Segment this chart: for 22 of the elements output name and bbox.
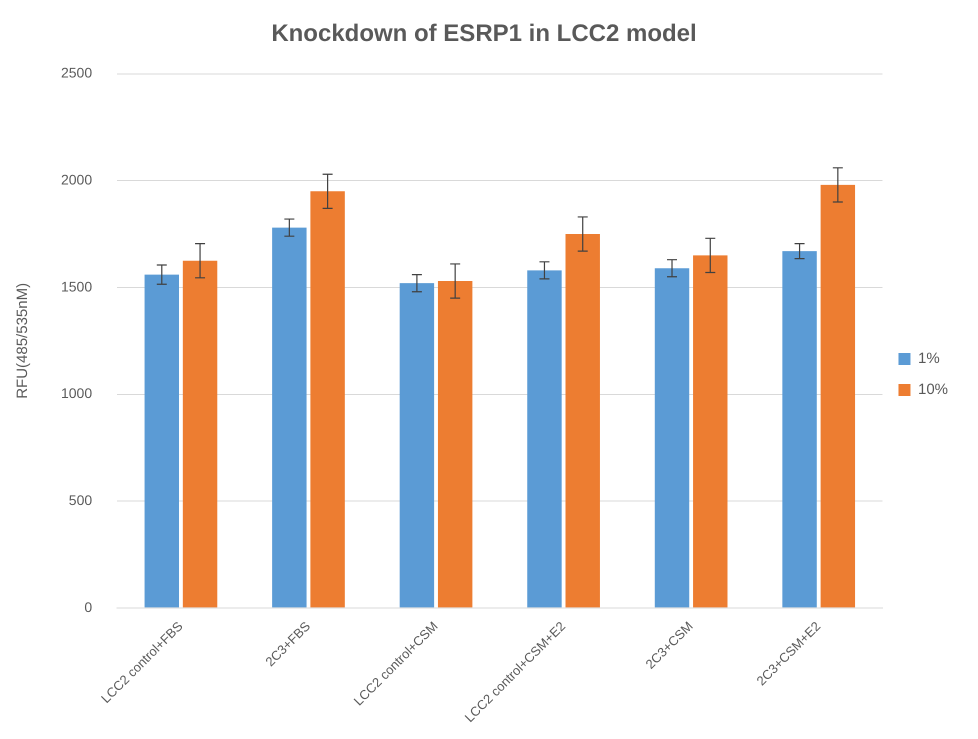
bar	[566, 234, 600, 608]
bar	[144, 274, 180, 608]
y-tick-label: 2000	[60, 171, 92, 188]
y-tick-label: 1500	[60, 278, 92, 294]
y-tick-label: 2500	[60, 64, 92, 81]
chart-title: Knockdown of ESRP1 in LCC2 model	[271, 20, 697, 48]
bar	[182, 260, 218, 608]
y-tick-label: 1000	[60, 385, 92, 402]
y-tick-label: 0	[84, 598, 92, 615]
bar	[400, 283, 434, 608]
bar	[693, 255, 728, 608]
legend-label: 1%	[918, 350, 940, 368]
bar	[310, 191, 345, 608]
y-tick-label: 500	[68, 492, 92, 508]
bar	[527, 270, 562, 608]
y-axis-title: RFU(485/535nM)	[14, 282, 32, 399]
bar	[272, 228, 307, 608]
bar	[820, 184, 856, 608]
legend-label: 10%	[918, 381, 948, 398]
bar	[782, 251, 817, 608]
bar	[438, 281, 472, 608]
bar	[654, 268, 690, 608]
